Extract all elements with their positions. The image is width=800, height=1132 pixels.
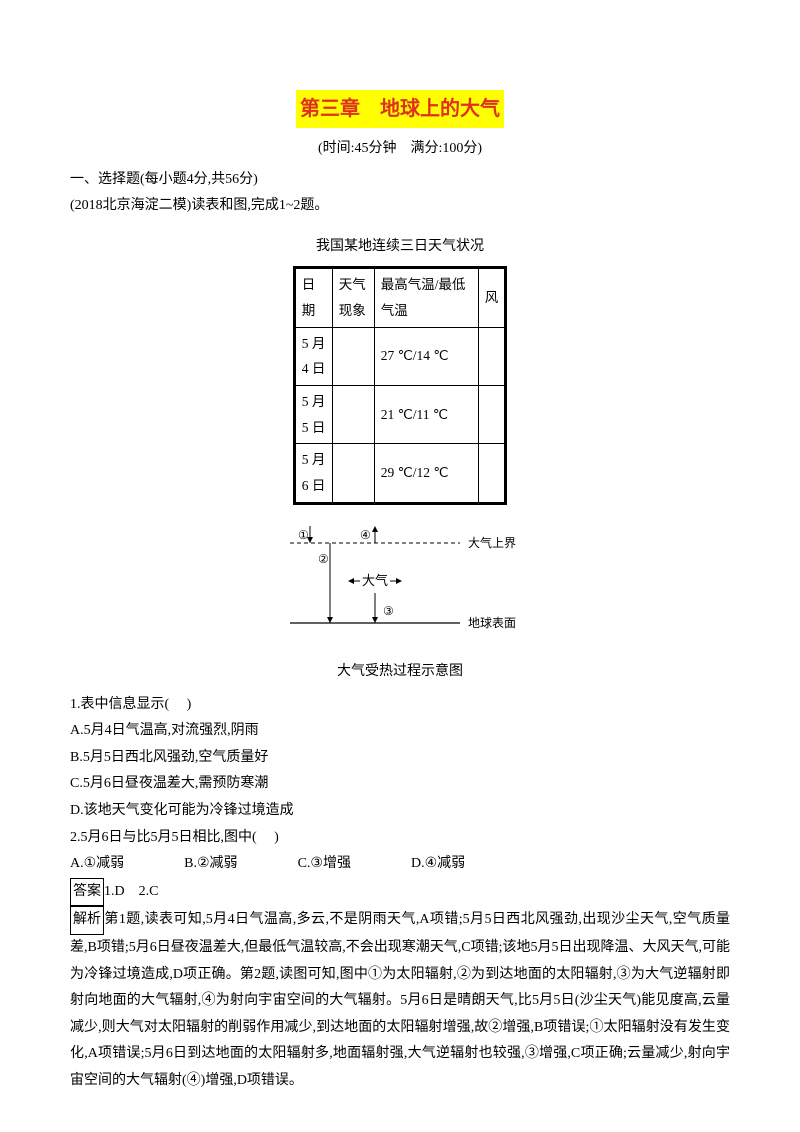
answer-label: 答案: [70, 878, 104, 907]
table-cell: 5 月4 日: [294, 327, 332, 385]
q1-option-a: A.5月4日气温高,对流强烈,阴雨: [70, 718, 730, 745]
table-cell: 29 ℃/12 ℃: [374, 444, 478, 503]
table-cell: [478, 444, 506, 503]
diagram-caption: 大气受热过程示意图: [70, 659, 730, 686]
table-cell: [332, 444, 374, 503]
q1-option-d: D.该地天气变化可能为冷锋过境造成: [70, 798, 730, 825]
table-cell: 5 月6 日: [294, 444, 332, 503]
table-caption: 我国某地连续三日天气状况: [70, 234, 730, 261]
table-cell: 21 ℃/11 ℃: [374, 385, 478, 443]
table-row: 5 月4 日 27 ℃/14 ℃: [294, 327, 506, 385]
table-row: 5 月6 日 29 ℃/12 ℃: [294, 444, 506, 503]
atmosphere-diagram: 大气 ① ② ③ ④ 大气上界 地球表面: [260, 523, 540, 643]
svg-text:③: ③: [383, 604, 394, 618]
svg-text:大气上界: 大气上界: [468, 535, 516, 550]
analysis-label: 解析: [70, 906, 104, 935]
svg-text:④: ④: [360, 528, 371, 542]
chapter-title: 第三章 地球上的大气: [296, 90, 504, 128]
svg-text:①: ①: [298, 528, 309, 542]
table-cell: [478, 385, 506, 443]
analysis-text: 第1题,读表可知,5月4日气温高,多云,不是阴雨天气,A项错;5月5日西北风强劲…: [70, 912, 730, 1088]
question-source: (2018北京海淀二模)读表和图,完成1~2题。: [70, 193, 730, 220]
q2-option-c: C.③增强: [298, 851, 351, 878]
answer-text: 1.D 2.C: [104, 884, 158, 899]
table-header: 日期: [294, 268, 332, 327]
q2-option-b: B.②减弱: [184, 851, 237, 878]
svg-text:地球表面: 地球表面: [468, 616, 516, 630]
table-header: 最高气温/最低气温: [374, 268, 478, 327]
svg-text:②: ②: [318, 552, 329, 566]
weather-table: 日期 天气现象 最高气温/最低气温 风 5 月4 日 27 ℃/14 ℃ 5 月…: [293, 266, 508, 504]
q2-stem: 2.5月6日与比5月5日相比,图中( ): [70, 825, 730, 852]
table-cell: 27 ℃/14 ℃: [374, 327, 478, 385]
svg-text:大气: 大气: [362, 573, 388, 588]
q1-stem: 1.表中信息显示( ): [70, 692, 730, 719]
q2-option-a: A.①减弱: [70, 851, 124, 878]
table-header: 天气现象: [332, 268, 374, 327]
table-cell: [332, 327, 374, 385]
q2-option-d: D.④减弱: [411, 851, 465, 878]
answer-line: 答案1.D 2.C: [70, 878, 730, 907]
table-row: 5 月5 日 21 ℃/11 ℃: [294, 385, 506, 443]
table-header: 风: [478, 268, 506, 327]
exam-meta: (时间:45分钟 满分:100分): [70, 136, 730, 163]
table-row: 日期 天气现象 最高气温/最低气温 风: [294, 268, 506, 327]
analysis-block: 解析第1题,读表可知,5月4日气温高,多云,不是阴雨天气,A项错;5月5日西北风…: [70, 906, 730, 1094]
table-cell: [478, 327, 506, 385]
q1-option-c: C.5月6日昼夜温差大,需预防寒潮: [70, 771, 730, 798]
table-cell: [332, 385, 374, 443]
table-cell: 5 月5 日: [294, 385, 332, 443]
q2-options: A.①减弱 B.②减弱 C.③增强 D.④减弱: [70, 851, 730, 878]
section-heading: 一、选择题(每小题4分,共56分): [70, 167, 730, 194]
q1-option-b: B.5月5日西北风强劲,空气质量好: [70, 745, 730, 772]
